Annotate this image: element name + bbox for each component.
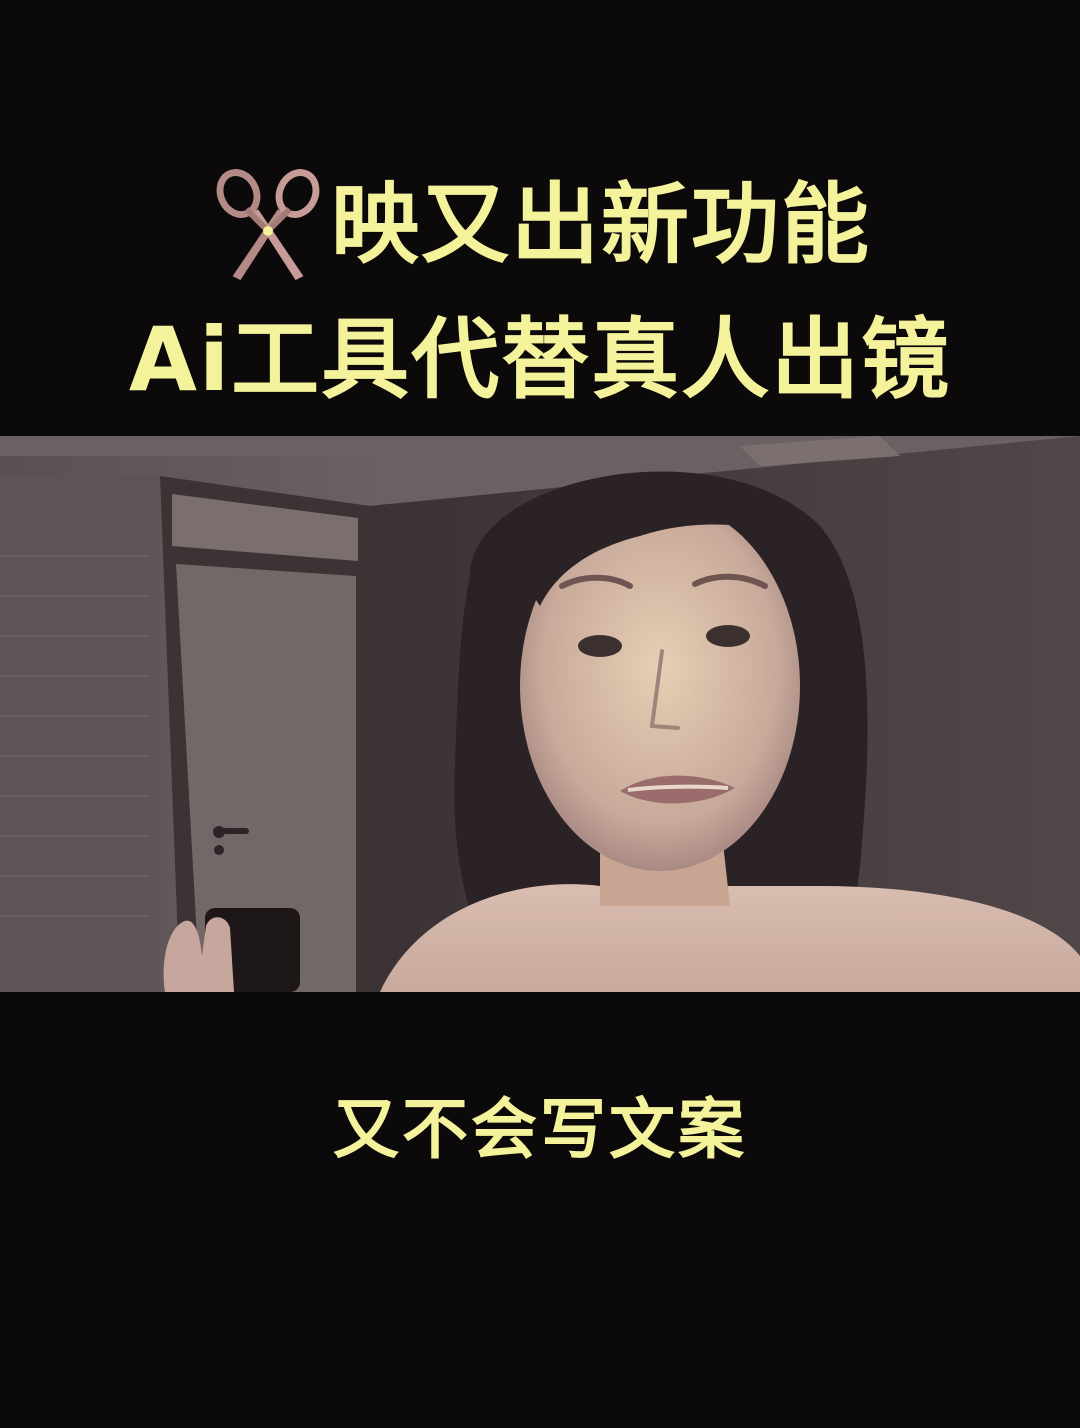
- video-frame[interactable]: [0, 436, 1080, 992]
- title-line-1: 映又出新功能: [0, 160, 1080, 290]
- video-frame-image: [0, 436, 1080, 992]
- title-line-1-text: 映又出新功能: [330, 173, 871, 276]
- scissors-icon: [216, 169, 320, 281]
- video-subtitle: 又不会写文案: [333, 1091, 747, 1168]
- title-line-2: Ai工具代替真人出镜: [128, 308, 952, 411]
